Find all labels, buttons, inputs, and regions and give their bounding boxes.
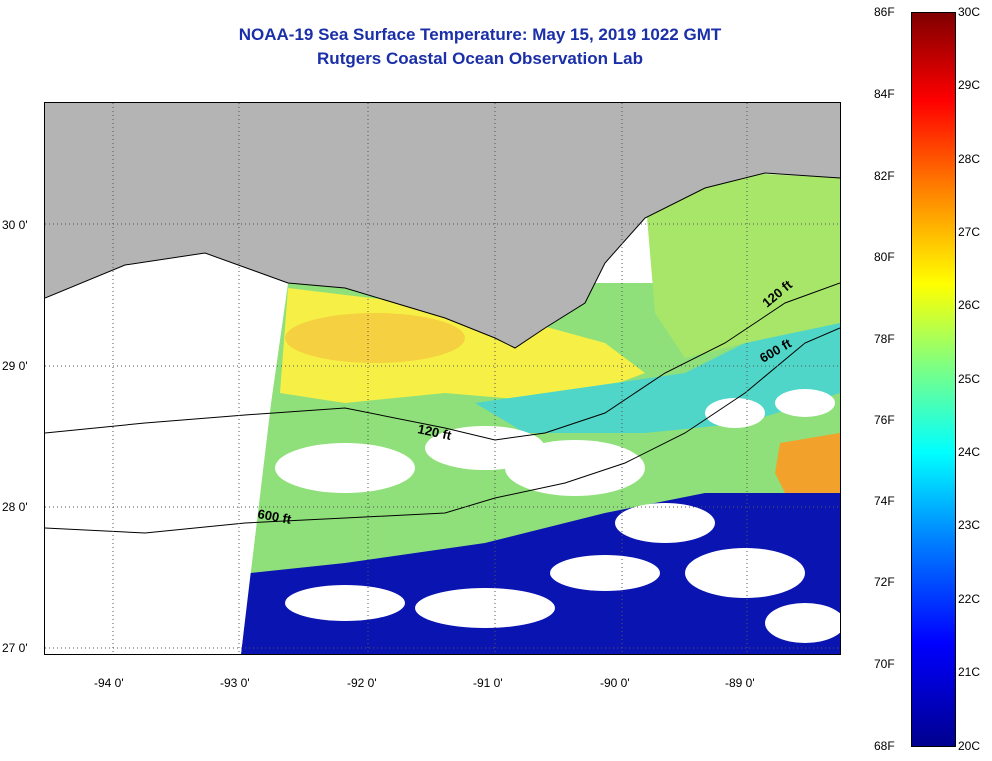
- contour-label-600-west: 600 ft: [256, 506, 293, 527]
- graticule: [45, 103, 840, 654]
- land-mass: [45, 103, 840, 348]
- map-title: NOAA-19 Sea Surface Temperature: May 15,…: [238, 25, 722, 44]
- map-subtitle: Rutgers Coastal Ocean Observation Lab: [317, 49, 643, 68]
- contour-label-120-west: 120 ft: [416, 421, 453, 443]
- colorbar-label-30c: 30C: [958, 5, 981, 19]
- colorbar-label-20c: 20C: [958, 739, 981, 753]
- colorbar-label-72f: 72F: [874, 575, 895, 589]
- sst-coastal-east: [645, 173, 840, 358]
- temperature-colorbar: [911, 12, 956, 747]
- cloud-mask: [275, 389, 840, 643]
- contour-600ft: [45, 327, 840, 534]
- lon-label-94: -94 0': [94, 676, 124, 690]
- colorbar-label-26c: 26C: [958, 298, 981, 312]
- lon-label-90: -90 0': [600, 676, 630, 690]
- colorbar-label-80f: 80F: [874, 250, 895, 264]
- lat-label-27: 27 0': [2, 641, 28, 655]
- colorbar-label-82f: 82F: [874, 169, 895, 183]
- colorbar-label-28c: 28C: [958, 152, 981, 166]
- colorbar-label-68f: 68F: [874, 739, 895, 753]
- colorbar-label-27c: 27C: [958, 225, 981, 239]
- colorbar-label-22c: 22C: [958, 592, 981, 606]
- no-data-region: [45, 283, 288, 654]
- lon-label-92: -92 0': [347, 676, 377, 690]
- colorbar-label-25c: 25C: [958, 372, 981, 386]
- colorbar-label-84f: 84F: [874, 87, 895, 101]
- colorbar-label-78f: 78F: [874, 332, 895, 346]
- lat-label-30: 30 0': [2, 218, 28, 232]
- colorbar-label-74f: 74F: [874, 494, 895, 508]
- colorbar-label-24c: 24C: [958, 445, 981, 459]
- colorbar-label-23c: 23C: [958, 518, 981, 532]
- colorbar-label-86f: 86F: [874, 5, 895, 19]
- lat-label-28: 28 0': [2, 500, 28, 514]
- colorbar-label-21c: 21C: [958, 665, 981, 679]
- sst-warm-patch: [285, 313, 465, 363]
- sst-map: 120 ft 600 ft 120 ft 600 ft: [44, 102, 841, 655]
- lon-label-91: -91 0': [473, 676, 503, 690]
- sst-map-canvas: 120 ft 600 ft 120 ft 600 ft: [45, 103, 840, 654]
- colorbar-label-29c: 29C: [958, 78, 981, 92]
- lon-label-93: -93 0': [220, 676, 250, 690]
- colorbar-label-76f: 76F: [874, 413, 895, 427]
- contour-120ft: [45, 282, 840, 441]
- lon-label-89: -89 0': [725, 676, 755, 690]
- coastline: [45, 172, 840, 349]
- colorbar-label-70f: 70F: [874, 657, 895, 671]
- lat-label-29: 29 0': [2, 359, 28, 373]
